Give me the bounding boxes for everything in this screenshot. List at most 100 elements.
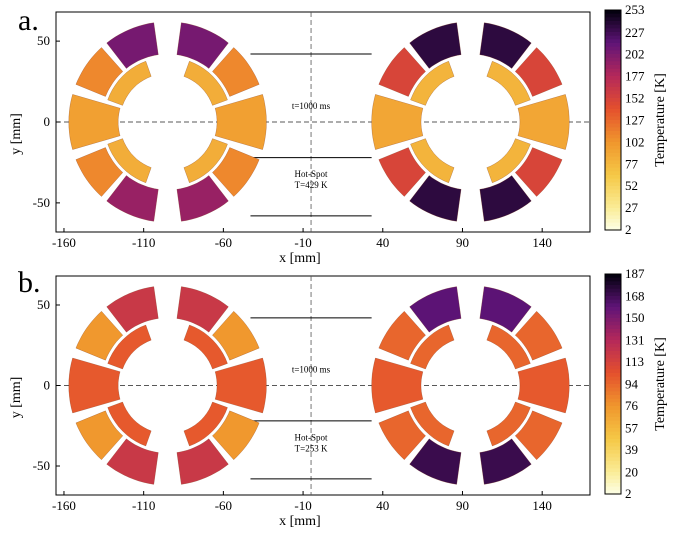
- coil-block-outer-mid-bottom: [212, 147, 260, 197]
- coil-block-outer-mid-bottom: [514, 147, 563, 197]
- coil-block-outer-top: [409, 22, 462, 69]
- coil-block-outer-top: [479, 22, 532, 69]
- y-tick-label: -50: [33, 195, 50, 210]
- colorbar-segment: [605, 87, 621, 92]
- coil-block-midplane: [371, 94, 424, 150]
- colorbar-segment: [605, 299, 621, 304]
- colorbar-segment: [605, 384, 621, 389]
- colorbar-segment: [605, 402, 621, 407]
- x-tick-label: -110: [132, 235, 155, 250]
- coil-block-wedge-lower: [183, 401, 228, 447]
- colorbar-segment: [605, 307, 621, 312]
- colorbar-segment: [605, 72, 621, 77]
- coil-block-wedge-lower: [107, 138, 152, 184]
- colorbar-tick-label: 2: [625, 486, 632, 501]
- colorbar-segment: [605, 417, 621, 422]
- colorbar-segment: [605, 182, 621, 187]
- colorbar-segment: [605, 28, 621, 33]
- colorbar-tick-label: 57: [625, 421, 639, 436]
- colorbar-segment: [605, 453, 621, 458]
- colorbar-segment: [605, 314, 621, 319]
- coil-block-outer-mid-top: [378, 311, 426, 361]
- colorbar-segment: [605, 296, 621, 301]
- y-tick-label: 0: [44, 378, 51, 393]
- coil-block-outer-top: [409, 286, 462, 333]
- colorbar-frame: [604, 273, 622, 495]
- colorbar-segment: [605, 424, 621, 429]
- colorbar-label: Temperature [K]: [653, 73, 668, 166]
- coil-block-outer-bottom: [479, 175, 532, 222]
- colorbar-segment: [605, 189, 621, 194]
- coil-block-midplane: [517, 357, 570, 414]
- colorbar-segment: [605, 134, 621, 139]
- colorbar-segment: [605, 461, 621, 466]
- colorbar-segment: [605, 39, 621, 44]
- x-tick-label: -10: [294, 498, 311, 513]
- coil-block-outer-bottom: [479, 438, 532, 485]
- coil-block-midplane: [68, 94, 121, 150]
- colorbar-tick-label: 2: [625, 222, 632, 237]
- colorbar: 253 227 202 177 152 127 102 77 52 27 2 Temperature …: [604, 2, 668, 237]
- colorbar-tick-label: 177: [625, 69, 645, 84]
- coil-block-midplane: [371, 357, 424, 414]
- coil-block-wedge: [486, 324, 531, 370]
- coil-block-wedge: [410, 60, 455, 106]
- colorbar-segment: [605, 153, 621, 158]
- coil-block-outer-mid-bottom: [75, 410, 124, 460]
- panel-label: b.: [18, 266, 41, 299]
- colorbar-segment: [605, 365, 621, 370]
- colorbar-segment: [605, 343, 621, 348]
- colorbar-tick-label: 227: [625, 25, 645, 40]
- colorbar-segment: [605, 90, 621, 95]
- colorbar-segment: [605, 83, 621, 88]
- colorbar-segment: [605, 435, 621, 440]
- colorbar-segment: [605, 428, 621, 433]
- colorbar-segment: [605, 329, 621, 334]
- colorbar-segment: [605, 406, 621, 411]
- colorbar-segment: [605, 376, 621, 381]
- colorbar-label: Temperature [K]: [653, 337, 668, 430]
- coil-block-wedge: [183, 60, 228, 106]
- colorbar-segment: [605, 10, 621, 15]
- magnet-right: [371, 22, 570, 222]
- coil-block-wedge-lower: [107, 401, 152, 447]
- colorbar-tick-label: 77: [625, 156, 639, 171]
- magnet-right: [371, 286, 570, 485]
- coil-block-outer-mid-bottom: [378, 147, 426, 197]
- colorbar-segment: [605, 281, 621, 286]
- coil-block-midplane: [517, 94, 570, 150]
- colorbar-segment: [605, 398, 621, 403]
- colorbar-tick-label: 131: [625, 333, 645, 348]
- colorbar-tick-label: 152: [625, 91, 645, 106]
- colorbar-segment: [605, 138, 621, 143]
- colorbar-segment: [605, 17, 621, 22]
- x-axis-label: x [mm]: [279, 514, 321, 529]
- colorbar-segment: [605, 340, 621, 345]
- coil-block-wedge: [183, 324, 228, 370]
- colorbar-segment: [605, 109, 621, 114]
- coil-block-outer-mid-top: [75, 311, 124, 361]
- x-tick-label: 140: [532, 235, 552, 250]
- y-axis-label: y [mm]: [9, 377, 24, 419]
- colorbar-segment: [605, 285, 621, 290]
- colorbar-segment: [605, 65, 621, 70]
- colorbar-segment: [605, 395, 621, 400]
- coil-block-midplane: [68, 357, 121, 414]
- colorbar-segment: [605, 464, 621, 469]
- hotspot-annotation: Hot-Spot: [295, 169, 329, 179]
- hotspot-temperature: T=429 K: [295, 180, 328, 190]
- x-tick-label: -160: [52, 235, 76, 250]
- hotspot-annotation: Hot-Spot: [295, 432, 329, 442]
- coil-block-outer-mid-top: [514, 311, 563, 361]
- coil-block-wedge-lower: [410, 401, 455, 447]
- colorbar-segment: [605, 277, 621, 282]
- coil-block-outer-mid-bottom: [378, 410, 426, 460]
- coil-block-wedge-lower: [486, 138, 531, 184]
- colorbar-segment: [605, 310, 621, 315]
- coil-block-outer-bottom: [409, 175, 462, 222]
- colorbar-tick-label: 76: [625, 398, 639, 413]
- colorbar-segment: [605, 24, 621, 29]
- colorbar-segment: [605, 439, 621, 444]
- colorbar-tick-label: 150: [625, 310, 645, 325]
- panel-label: a.: [18, 4, 39, 37]
